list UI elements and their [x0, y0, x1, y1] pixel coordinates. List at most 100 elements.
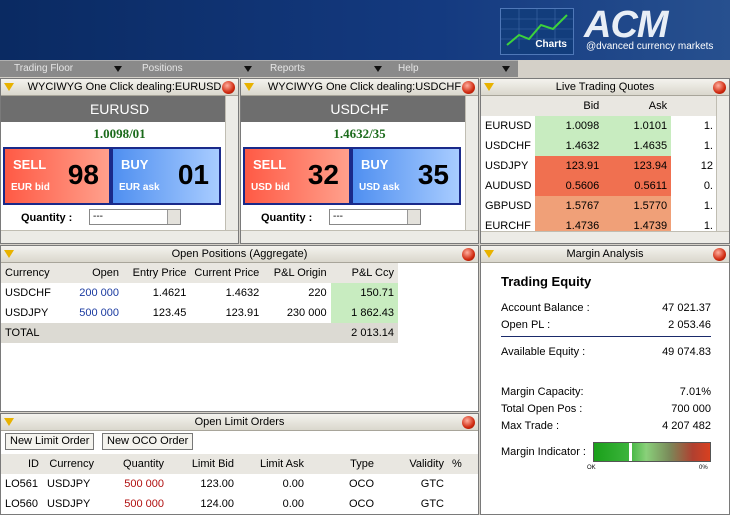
quantity-select[interactable]: --- [329, 209, 421, 225]
menu-help[interactable]: Help [398, 63, 419, 74]
collapse-icon[interactable] [244, 83, 254, 91]
quote-row[interactable]: USDJPY 123.91 123.94 12 [481, 156, 717, 176]
limit-order-row[interactable]: LO560 USDJPY 500 000 124.00 0.00 OCO GTC [1, 494, 478, 514]
sell-price-digits: 98 [67, 159, 99, 190]
quote-row[interactable]: EURUSD 1.0098 1.0101 1. [481, 116, 717, 136]
column-header-pl-origin[interactable]: P&L Origin [263, 263, 331, 283]
close-icon[interactable] [713, 248, 726, 261]
column-header-pl-ccy[interactable]: P&L Ccy [330, 263, 398, 283]
column-header-type[interactable]: Type [308, 454, 378, 474]
column-header-id[interactable]: ID [1, 454, 43, 474]
collapse-icon[interactable] [484, 250, 494, 258]
panel-title: WYCIWYG One Click dealing:USDCHF [267, 81, 462, 93]
quote-row[interactable]: USDCHF 1.4632 1.4635 1. [481, 136, 717, 156]
limit-order-row[interactable]: LO561 USDJPY 500 000 123.00 0.00 OCO GTC [1, 474, 478, 494]
new-limit-order-button[interactable]: New Limit Order [5, 433, 95, 450]
vertical-scrollbar[interactable] [465, 96, 478, 243]
column-header-entry-price[interactable]: Entry Price [122, 263, 191, 283]
buy-button[interactable]: BUY USD ask 35 [351, 147, 461, 205]
close-icon[interactable] [222, 81, 235, 94]
chevron-down-icon[interactable] [244, 66, 252, 72]
collapse-icon[interactable] [4, 418, 14, 426]
collapse-icon[interactable] [4, 83, 14, 91]
sell-button[interactable]: SELL USD bid 32 [243, 147, 351, 205]
column-header-currency[interactable]: Currency [1, 263, 57, 283]
position-row[interactable]: USDCHF 200 000 1.4621 1.4632 220 150.71 [1, 283, 398, 303]
close-icon[interactable] [462, 416, 475, 429]
quote-ask[interactable]: 1.0101 [603, 116, 672, 136]
close-icon[interactable] [462, 81, 475, 94]
chevron-down-icon[interactable] [407, 210, 420, 224]
quantity-select[interactable]: --- [89, 209, 181, 225]
chart-icon [501, 9, 573, 49]
menu-bar: Trading Floor Positions Reports Help [0, 60, 518, 77]
order-quantity: 500 000 [124, 478, 164, 490]
quote-bid[interactable]: 0.5606 [535, 176, 604, 196]
quote-ask[interactable]: 0.5611 [603, 176, 672, 196]
menu-reports[interactable]: Reports [270, 63, 306, 74]
quote-extra: 1. [703, 120, 713, 132]
column-header-validity[interactable]: Validity [378, 454, 448, 474]
horizontal-scrollbar[interactable] [1, 230, 238, 243]
margin-indicator-marker [628, 443, 632, 461]
column-header-quantity[interactable]: Quantity [98, 454, 168, 474]
quote-bid[interactable]: 1.0098 [535, 116, 604, 136]
horizontal-scrollbar[interactable] [481, 231, 729, 243]
close-icon[interactable] [462, 248, 475, 261]
pair-header: USDCHF [241, 96, 478, 122]
chevron-down-icon[interactable] [114, 66, 122, 72]
app-header: Charts ACM @dvanced currency markets [0, 0, 730, 60]
position-entry: 123.45 [152, 307, 187, 319]
buy-button[interactable]: BUY EUR ask 01 [111, 147, 221, 205]
quote-ask[interactable]: 1.4635 [603, 136, 672, 156]
chevron-down-icon[interactable] [167, 210, 180, 224]
quote-pair: GBPUSD [485, 200, 532, 212]
horizontal-scrollbar[interactable] [241, 230, 478, 243]
quote-row[interactable]: AUDUSD 0.5606 0.5611 0. [481, 176, 717, 196]
total-open-pos-value: 700 000 [671, 403, 711, 415]
max-trade-label: Max Trade : [501, 420, 560, 432]
indicator-ok-label: OK [587, 465, 596, 471]
buy-label: BUY [361, 157, 389, 172]
collapse-icon[interactable] [484, 83, 494, 91]
quote-bid[interactable]: 1.4632 [535, 136, 604, 156]
column-header-current-price[interactable]: Current Price [190, 263, 264, 283]
close-icon[interactable] [713, 81, 726, 94]
column-header-open[interactable]: Open [56, 263, 123, 283]
order-currency: USDJPY [47, 498, 91, 510]
chevron-down-icon[interactable] [502, 66, 510, 72]
position-current: 123.91 [225, 307, 260, 319]
order-limit-ask: 0.00 [282, 498, 304, 510]
position-row[interactable]: USDJPY 500 000 123.45 123.91 230 000 1 8… [1, 303, 398, 323]
sell-price-digits: 32 [307, 159, 339, 190]
menu-positions[interactable]: Positions [142, 63, 183, 74]
collapse-icon[interactable] [4, 250, 14, 258]
quote-extra: 1. [703, 140, 713, 152]
new-oco-order-button[interactable]: New OCO Order [102, 433, 194, 450]
quote-pair: EURCHF [485, 220, 531, 232]
quote-ask[interactable]: 123.94 [603, 156, 672, 176]
panel-title: Live Trading Quotes [555, 81, 655, 93]
column-header-percent[interactable]: % [448, 454, 478, 474]
live-quotes-panel: Live Trading Quotes Bid Ask EURUSD 1.009… [480, 78, 730, 244]
quote-ask[interactable]: 1.5770 [603, 196, 672, 216]
available-equity-value: 49 074.83 [662, 346, 711, 358]
margin-capacity-label: Margin Capacity: [501, 386, 584, 398]
order-validity: GTC [420, 478, 444, 490]
column-header-bid[interactable]: Bid [535, 96, 604, 116]
chevron-down-icon[interactable] [374, 66, 382, 72]
column-header-currency[interactable]: Currency [43, 454, 98, 474]
vertical-scrollbar[interactable] [716, 96, 729, 243]
charts-button[interactable]: Charts [500, 8, 574, 55]
column-header-limit-ask[interactable]: Limit Ask [238, 454, 308, 474]
sell-button[interactable]: SELL EUR bid 98 [3, 147, 111, 205]
quote-row[interactable]: GBPUSD 1.5767 1.5770 1. [481, 196, 717, 216]
column-header-ask[interactable]: Ask [603, 96, 672, 116]
quote-bid[interactable]: 123.91 [535, 156, 604, 176]
column-header-limit-bid[interactable]: Limit Bid [168, 454, 238, 474]
order-quantity: 500 000 [124, 498, 164, 510]
quote-bid[interactable]: 1.5767 [535, 196, 604, 216]
vertical-scrollbar[interactable] [225, 96, 238, 243]
menu-trading-floor[interactable]: Trading Floor [14, 63, 74, 74]
quantity-value: --- [93, 211, 103, 222]
